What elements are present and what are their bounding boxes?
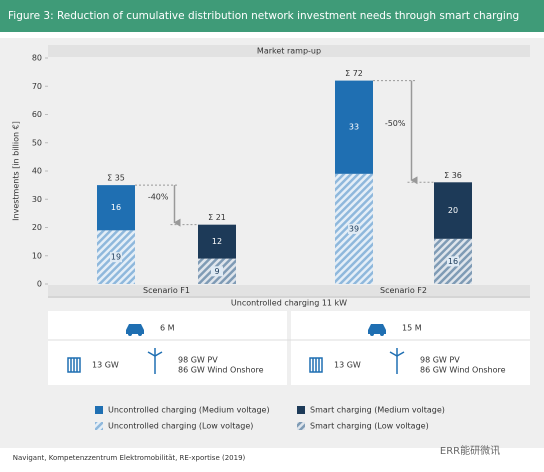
data-label: 39 bbox=[349, 224, 359, 233]
scenario-band bbox=[48, 285, 530, 296]
data-label: 16 bbox=[111, 203, 121, 212]
chart-title: Figure 3: Reduction of cumulative distri… bbox=[8, 10, 519, 22]
watermark: ERR能研微讯 bbox=[440, 444, 500, 457]
y-tick-label: 0 bbox=[37, 280, 42, 289]
vehicles: 15 M bbox=[402, 324, 422, 333]
data-label: 9 bbox=[214, 267, 219, 276]
legend-swatch bbox=[95, 406, 103, 414]
total-label: Σ 35 bbox=[107, 174, 125, 183]
info-box bbox=[291, 311, 530, 385]
legend-swatch bbox=[297, 422, 305, 430]
bar-segment bbox=[97, 185, 135, 231]
header-band bbox=[48, 45, 530, 57]
y-tick-label: 50 bbox=[32, 138, 42, 147]
info-box bbox=[48, 311, 287, 385]
label-bg bbox=[348, 223, 360, 234]
reduction-label: -40% bbox=[148, 192, 169, 201]
title-bar bbox=[0, 0, 544, 32]
bar-segment bbox=[434, 182, 472, 239]
pv: 98 GW PV bbox=[420, 356, 460, 365]
y-tick-label: 30 bbox=[32, 195, 42, 204]
legend-label: Smart charging (Low voltage) bbox=[310, 422, 429, 431]
legend-swatch bbox=[95, 422, 103, 430]
y-tick-label: 20 bbox=[32, 223, 42, 232]
label-bg bbox=[110, 252, 122, 263]
total-label: Σ 72 bbox=[345, 69, 363, 78]
legend-label: Uncontrolled charging (Low voltage) bbox=[108, 422, 253, 431]
y-tick-label: 40 bbox=[32, 167, 42, 176]
legend-label: Smart charging (Medium voltage) bbox=[310, 406, 445, 415]
group-label: Scenario F2 bbox=[380, 286, 427, 295]
pv: 98 GW PV bbox=[178, 356, 218, 365]
bar-segment bbox=[335, 80, 373, 174]
data-label: 33 bbox=[349, 123, 359, 132]
y-tick-label: 80 bbox=[32, 54, 42, 63]
icons bbox=[67, 324, 405, 374]
data-label: 20 bbox=[448, 206, 458, 215]
total-label: Σ 21 bbox=[208, 213, 226, 222]
source: Navigant, Kompetenzzentrum Elektromobili… bbox=[13, 454, 246, 462]
label-bg bbox=[211, 266, 223, 277]
wind: 86 GW Wind Onshore bbox=[178, 366, 264, 375]
y-tick-label: 70 bbox=[32, 82, 42, 91]
legend-swatch bbox=[297, 406, 305, 414]
vehicles: 6 M bbox=[160, 324, 175, 333]
reduction-label: -50% bbox=[385, 119, 406, 128]
y-axis-label: Investments [in billion €] bbox=[12, 121, 21, 221]
label-bg bbox=[447, 256, 459, 267]
storage: 13 GW bbox=[92, 361, 119, 370]
data-label: 19 bbox=[111, 253, 121, 262]
legend-label: Uncontrolled charging (Medium voltage) bbox=[108, 406, 270, 415]
subtitle: Market ramp-up bbox=[257, 47, 321, 56]
y-tick-label: 60 bbox=[32, 110, 42, 119]
total-label: Σ 36 bbox=[444, 171, 462, 180]
y-tick-label: 10 bbox=[32, 251, 42, 260]
storage: 13 GW bbox=[334, 361, 361, 370]
data-label: 16 bbox=[448, 257, 458, 266]
wind: 86 GW Wind Onshore bbox=[420, 366, 506, 375]
data-label: 12 bbox=[212, 237, 222, 246]
x-axis-label: Uncontrolled charging 11 kW bbox=[231, 299, 347, 308]
bar-segment bbox=[198, 224, 236, 259]
group-label: Scenario F1 bbox=[143, 286, 190, 295]
